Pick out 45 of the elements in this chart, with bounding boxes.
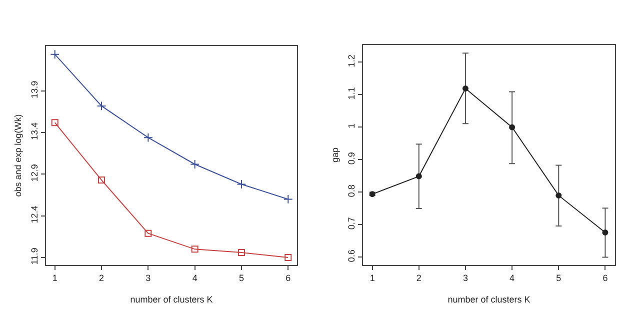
point	[462, 86, 468, 92]
point	[238, 249, 245, 256]
point	[190, 160, 200, 169]
x-tick-label: 3	[462, 272, 468, 283]
point	[51, 119, 58, 126]
point	[283, 194, 293, 204]
x-tick-label: 5	[556, 272, 562, 283]
point	[556, 192, 562, 198]
y-tick-label: 0.9	[346, 152, 356, 165]
y-tick-label: 1	[346, 123, 356, 128]
y-tick-label: 1.2	[346, 54, 356, 68]
point	[50, 50, 60, 60]
point	[416, 173, 422, 180]
y-tick-label: 12.9	[29, 164, 40, 182]
point	[284, 254, 292, 262]
x-tick-label: 6	[286, 272, 291, 283]
y-tick-label: 0.7	[346, 217, 356, 230]
point	[236, 180, 246, 189]
x-axis-title: number of clusters K	[448, 294, 530, 305]
x-tick-label: 6	[602, 272, 608, 283]
x-tick-label: 1	[52, 272, 58, 283]
y-tick-label: 13.4	[29, 122, 40, 140]
y-tick-label: 13.9	[29, 80, 40, 98]
y-axis-title: gap	[330, 147, 340, 163]
y-tick-label: 11.9	[29, 248, 40, 265]
x-tick-label: 4	[192, 272, 198, 283]
x-tick-label: 3	[146, 272, 151, 283]
y-tick-label: 12.4	[29, 206, 40, 224]
x-axis-title: number of clusters K	[130, 294, 213, 305]
point	[509, 124, 516, 130]
y-tick-label: 0.6	[346, 250, 356, 262]
y-tick-label: 0.8	[346, 184, 356, 198]
x-tick-label: 1	[370, 272, 375, 283]
x-tick-label: 4	[510, 272, 515, 283]
point	[191, 246, 198, 253]
x-tick-label: 5	[238, 272, 244, 283]
point	[602, 230, 608, 236]
point	[143, 132, 153, 142]
point	[144, 230, 152, 237]
x-tick-label: 2	[416, 272, 422, 283]
point	[98, 176, 106, 184]
y-axis-title: obs and exp log(Wk)	[12, 114, 23, 197]
y-tick-label: 1.1	[346, 87, 356, 100]
x-tick-label: 2	[99, 272, 104, 283]
point	[96, 101, 106, 111]
